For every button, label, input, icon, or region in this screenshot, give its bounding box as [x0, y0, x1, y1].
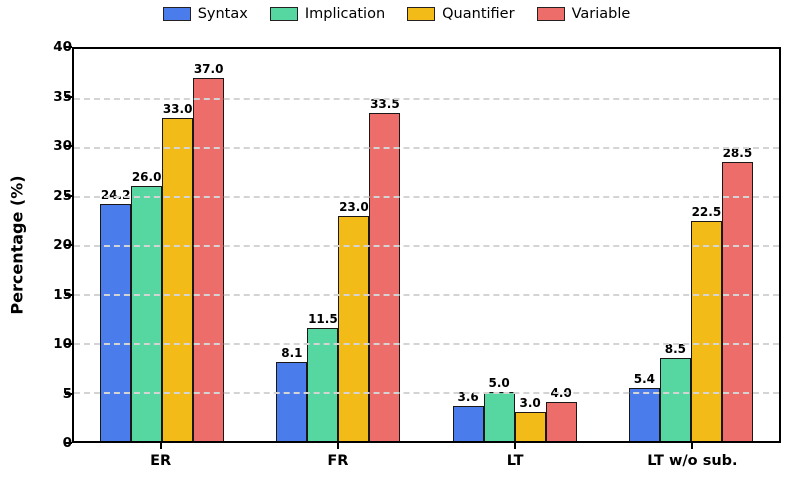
legend-item-quantifier: Quantifier — [407, 6, 515, 22]
bar-value-label: 22.5 — [691, 204, 722, 219]
bar-value-label: 24.2 — [100, 187, 131, 202]
bar-value-label: 37.0 — [193, 62, 224, 77]
bar-syntax-fr: 8.1 — [276, 346, 308, 441]
x-tick-label: LT w/o sub. — [647, 453, 738, 469]
legend: Syntax Implication Quantifier Variable — [0, 7, 793, 22]
y-tick-label: 5 — [12, 386, 72, 402]
y-tick-mark — [65, 145, 72, 147]
x-tick-mark — [514, 443, 517, 449]
bar-syntax-lt: 3.6 — [452, 390, 484, 441]
y-tick-label: 25 — [53, 187, 72, 204]
bar-value-label: 23.0 — [339, 199, 369, 214]
legend-label: Implication — [304, 6, 386, 22]
bar-value-label: 8.1 — [281, 345, 303, 360]
y-tick-label: 15 — [53, 286, 72, 303]
legend-item-variable: Variable — [536, 6, 631, 22]
y-tick-mark — [65, 442, 72, 444]
y-tick-label: 30 — [53, 138, 72, 154]
y-tick-mark — [65, 194, 72, 197]
bar-quantifier-lt: 3.0 — [514, 396, 546, 441]
y-tick-label: 10 — [53, 336, 72, 352]
bar-group-lt-w-o-sub-: 5.4 8.5 22.5 28.5 — [603, 49, 779, 441]
y-tick-mark — [65, 293, 72, 296]
bar-value-label: 11.5 — [308, 312, 338, 327]
bar-value-label: 33.0 — [162, 101, 193, 116]
y-tick-mark — [65, 392, 72, 395]
bar-variable-lt: 4.0 — [545, 386, 577, 441]
x-tick-mark — [691, 443, 694, 449]
y-tick-mark — [65, 95, 72, 98]
bar-value-label: 3.0 — [519, 395, 541, 410]
legend-item-syntax: Syntax — [162, 6, 248, 22]
bar-group-lt: 3.6 5.0 3.0 4.0 — [427, 49, 603, 441]
bar-value-label: 4.0 — [550, 385, 572, 400]
bar-variable-er: 37.0 — [193, 62, 225, 441]
bar-implication-er: 26.0 — [131, 170, 163, 441]
bar-syntax-lt-w-o-sub-: 5.4 — [628, 372, 660, 441]
y-tick-label: 40 — [53, 39, 72, 55]
y-tick-mark — [65, 46, 72, 48]
x-tick-label: ER — [150, 453, 172, 469]
bar-syntax-er: 24.2 — [100, 188, 132, 441]
plot-area: 24.2 26.0 33.0 37.0 8.1 11.5 23.0 33.5 3.6 5.0 3.0… — [72, 47, 781, 443]
bar-variable-fr: 33.5 — [369, 97, 401, 441]
x-tick-mark — [159, 443, 162, 449]
legend-item-implication: Implication — [269, 6, 386, 22]
bar-value-label: 5.0 — [488, 376, 510, 390]
legend-label: Quantifier — [442, 6, 515, 22]
bar-value-label: 28.5 — [722, 145, 753, 160]
legend-swatch — [536, 7, 565, 22]
bar-quantifier-er: 33.0 — [162, 102, 194, 441]
bar-group-fr: 8.1 11.5 23.0 33.5 — [250, 49, 426, 441]
legend-swatch — [269, 7, 298, 22]
legend-label: Syntax — [197, 6, 248, 22]
x-tick-label: FR — [327, 453, 349, 469]
bar-implication-lt-w-o-sub-: 8.5 — [659, 342, 691, 441]
bar-value-label: 8.5 — [664, 341, 687, 356]
bar-implication-lt: 5.0 — [483, 376, 515, 441]
bar-quantifier-lt-w-o-sub-: 22.5 — [690, 205, 722, 441]
bar-implication-fr: 11.5 — [307, 312, 339, 441]
y-tick-mark — [65, 343, 72, 345]
bar-quantifier-fr: 23.0 — [338, 200, 370, 441]
y-tick-label: 0 — [12, 435, 72, 451]
x-tick-label: LT — [506, 453, 524, 469]
y-tick-label: 20 — [53, 237, 72, 253]
bar-groups: 24.2 26.0 33.0 37.0 8.1 11.5 23.0 33.5 3.6 5.0 3.0… — [74, 49, 779, 441]
bar-value-label: 33.5 — [370, 96, 400, 111]
legend-swatch — [162, 7, 191, 22]
x-tick-mark — [336, 443, 339, 449]
y-tick-label: 35 — [53, 88, 72, 105]
legend-label: Variable — [571, 6, 631, 22]
bar-value-label: 3.6 — [457, 389, 479, 404]
y-tick-mark — [65, 244, 72, 246]
bar-value-label: 26.0 — [131, 170, 162, 185]
bar-value-label: 5.4 — [633, 372, 656, 387]
bar-variable-lt-w-o-sub-: 28.5 — [721, 146, 753, 441]
bar-group-er: 24.2 26.0 33.0 37.0 — [74, 49, 250, 441]
legend-swatch — [407, 7, 436, 22]
